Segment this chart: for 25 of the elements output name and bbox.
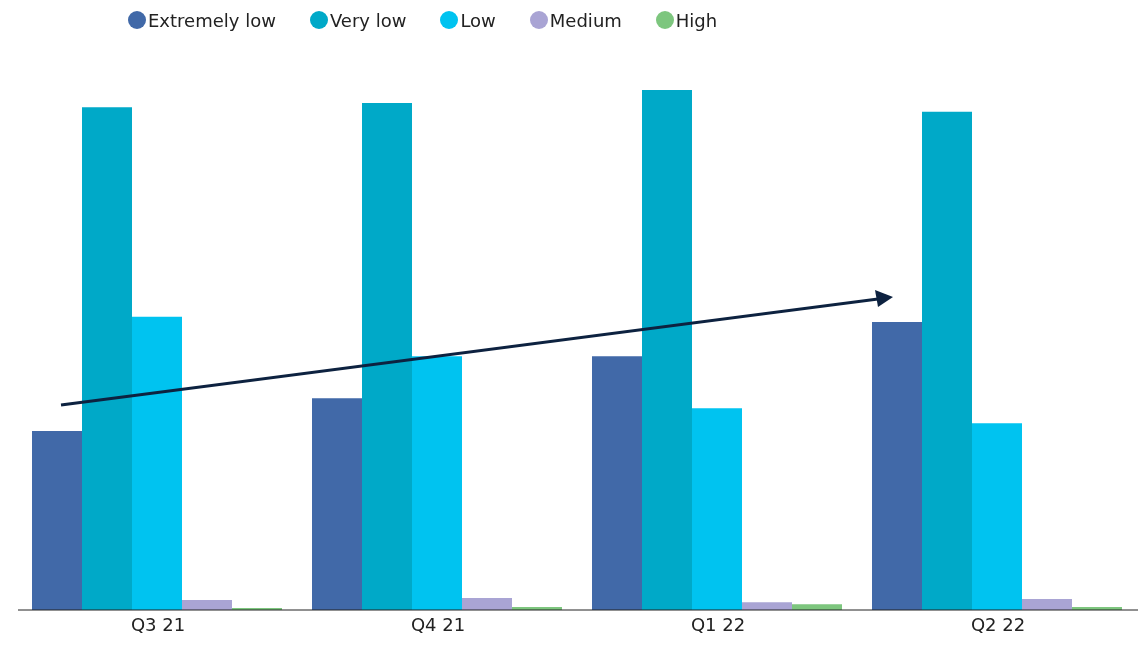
- legend-label: Medium: [549, 9, 622, 31]
- x-tick-label: Q1 22: [690, 613, 746, 635]
- bar: [312, 398, 362, 610]
- bar: [972, 423, 1022, 610]
- legend-label: Low: [460, 9, 496, 31]
- bar: [82, 107, 132, 610]
- bar: [462, 598, 512, 610]
- legend-label: Very low: [329, 9, 407, 31]
- bar: [412, 356, 462, 610]
- bar: [32, 431, 82, 610]
- bar: [922, 111, 972, 610]
- bar: [592, 356, 642, 610]
- bar: [132, 316, 182, 610]
- bar: [872, 321, 922, 610]
- bar: [1022, 599, 1072, 610]
- x-tick-label: Q3 21: [130, 613, 186, 635]
- bar: [642, 90, 692, 610]
- bar: [182, 600, 232, 610]
- bar: [362, 103, 412, 610]
- x-tick-label: Q4 21: [410, 613, 466, 635]
- bar: [692, 408, 742, 610]
- legend-label: Extremely low: [148, 9, 276, 31]
- bar: [742, 602, 792, 610]
- x-tick-label: Q2 22: [970, 613, 1026, 635]
- legend-label: High: [675, 9, 718, 31]
